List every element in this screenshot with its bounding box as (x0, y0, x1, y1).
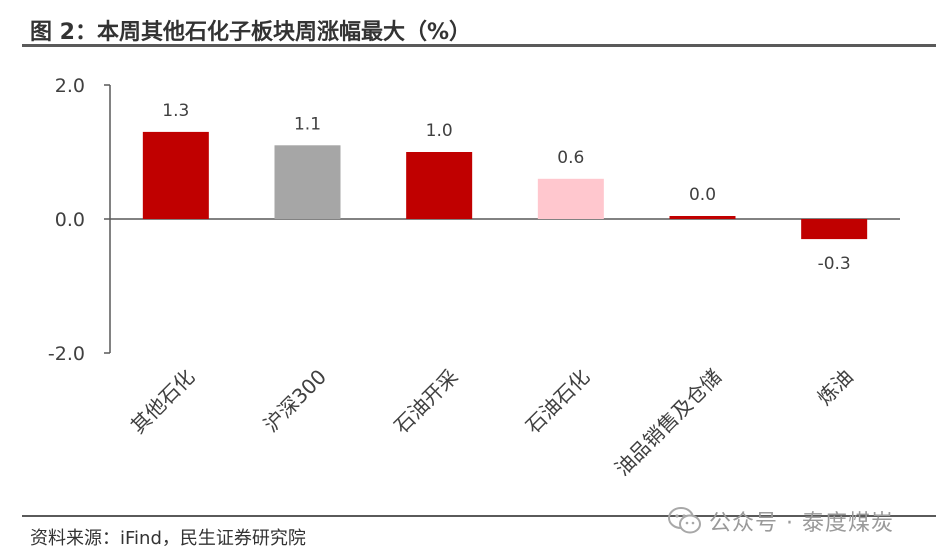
bars (142, 131, 868, 240)
bar (537, 178, 604, 219)
data-label: -0.3 (818, 254, 851, 274)
footer-divider (22, 515, 936, 517)
y-tick-label: -2.0 (48, 343, 85, 365)
y-tick-label: 0.0 (55, 209, 85, 231)
watermark-text: 公众号 · 泰度煤炭 (709, 511, 894, 536)
axes (104, 84, 900, 354)
bar (801, 219, 868, 240)
data-label: 0.6 (557, 148, 584, 168)
x-tick-label: 炼油 (812, 365, 857, 410)
bar (274, 145, 341, 219)
x-tick-label: 石油开采 (389, 365, 463, 439)
x-tick-label: 沪深300 (259, 365, 331, 437)
x-tick-label: 油品销售及仓储 (610, 365, 726, 481)
data-label: 1.1 (294, 114, 321, 134)
bar (406, 152, 473, 219)
data-label: 1.0 (426, 121, 453, 141)
x-tick-label: 石油石化 (521, 365, 595, 439)
bar (142, 131, 209, 219)
source-note: 资料来源：iFind，民生证券研究院 (30, 528, 306, 549)
data-label: 1.3 (162, 101, 189, 121)
wechat-icon (667, 506, 703, 536)
watermark: 公众号 · 泰度煤炭 (667, 505, 894, 537)
data-label: 0.0 (689, 185, 716, 205)
title-divider (22, 44, 936, 47)
y-tick-label: 2.0 (55, 75, 85, 97)
x-tick-label: 其他石化 (126, 365, 200, 439)
bar (669, 216, 736, 219)
chart-title: 图 2：本周其他石化子板块周涨幅最大（%） (30, 20, 472, 45)
data-labels: 1.3 1.1 1.0 0.6 0.0 -0.3 (162, 101, 850, 274)
